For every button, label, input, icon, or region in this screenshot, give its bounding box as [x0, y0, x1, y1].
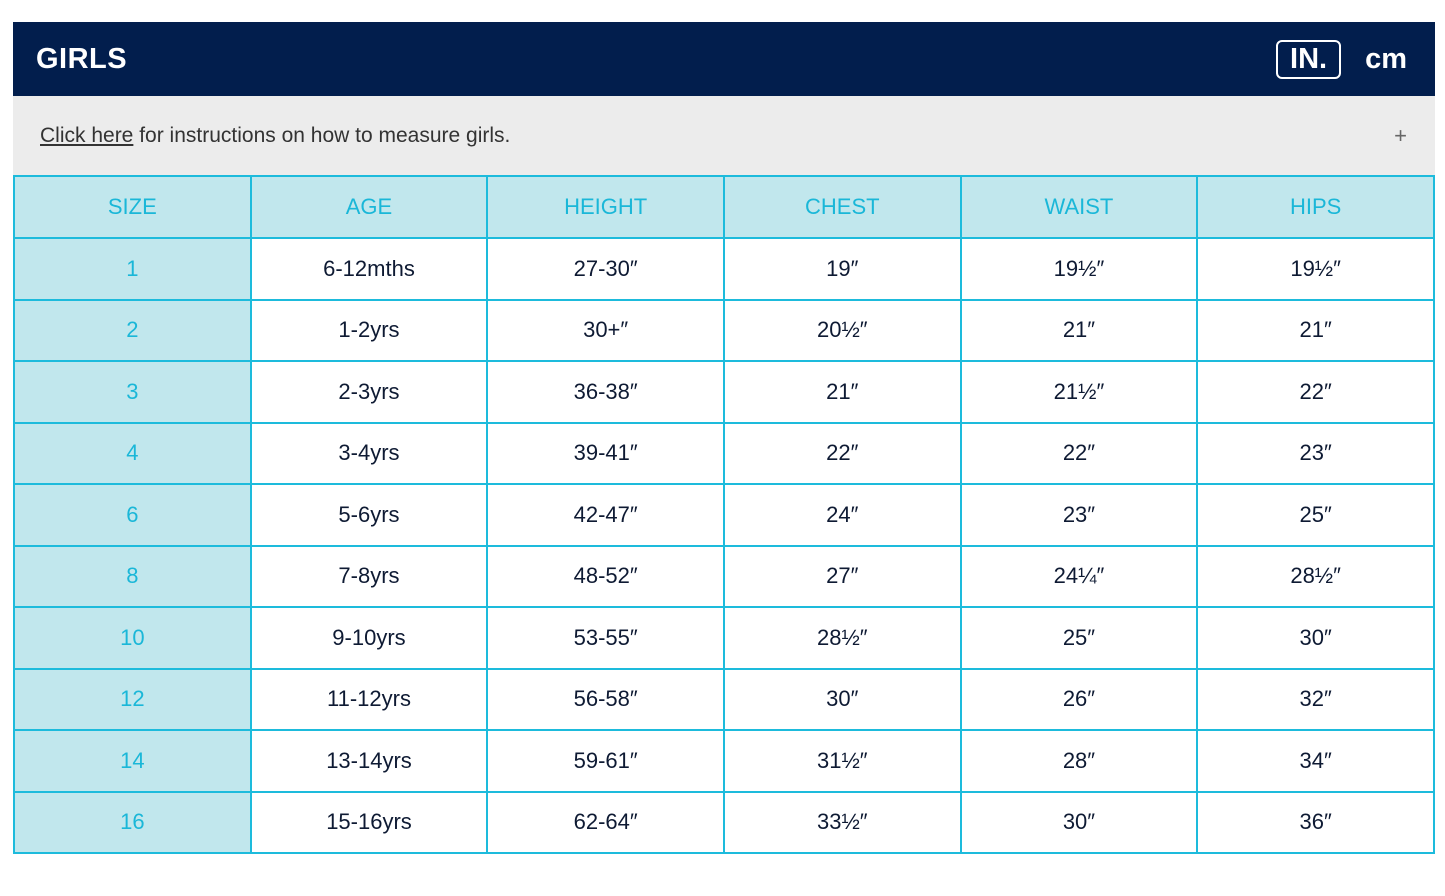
cell-size: 4 — [13, 421, 252, 485]
cell-hips: 21″ — [1196, 298, 1435, 362]
cell-height: 42-47″ — [486, 483, 725, 547]
cell-size: 8 — [13, 544, 252, 608]
table-row: 10 9-10yrs 53-55″ 28½″ 25″ 30″ — [13, 606, 1435, 670]
cell-age: 15-16yrs — [249, 790, 489, 854]
table-row: 3 2-3yrs 36-38″ 21″ 21½″ 22″ — [13, 360, 1435, 424]
cell-waist: 30″ — [959, 790, 1199, 854]
cell-hips: 23″ — [1196, 421, 1435, 485]
cell-height: 53-55″ — [486, 606, 725, 670]
cell-chest: 28½″ — [722, 606, 962, 670]
cell-chest: 22″ — [722, 421, 962, 485]
cell-size: 1 — [13, 237, 252, 301]
cell-size: 3 — [13, 360, 252, 424]
cell-hips: 32″ — [1196, 667, 1435, 731]
instructions-text: Click here for instructions on how to me… — [40, 124, 510, 148]
table-row: 4 3-4yrs 39-41″ 22″ 22″ 23″ — [13, 421, 1435, 485]
column-header-size: SIZE — [13, 175, 252, 239]
unit-toggle: IN. cm — [1276, 39, 1407, 79]
cell-chest: 20½″ — [722, 298, 962, 362]
cell-chest: 21″ — [722, 360, 962, 424]
column-header-age: AGE — [249, 175, 489, 239]
table-header-row: SIZE AGE HEIGHT CHEST WAIST HIPS — [13, 175, 1435, 239]
cell-waist: 21½″ — [959, 360, 1199, 424]
cell-size: 10 — [13, 606, 252, 670]
cell-chest: 31½″ — [722, 729, 962, 793]
table-row: 2 1-2yrs 30+″ 20½″ 21″ 21″ — [13, 298, 1435, 362]
cell-height: 48-52″ — [486, 544, 725, 608]
cell-size: 2 — [13, 298, 252, 362]
cell-height: 62-64″ — [486, 790, 725, 854]
cell-hips: 30″ — [1196, 606, 1435, 670]
cell-age: 6-12mths — [249, 237, 489, 301]
table-row: 14 13-14yrs 59-61″ 31½″ 28″ 34″ — [13, 729, 1435, 793]
size-table: SIZE AGE HEIGHT CHEST WAIST HIPS 1 6-12mths 27-… — [13, 175, 1435, 854]
click-here-link[interactable]: Click here — [40, 123, 134, 147]
cell-age: 3-4yrs — [249, 421, 489, 485]
cell-age: 1-2yrs — [249, 298, 489, 362]
cell-size: 12 — [13, 667, 252, 731]
cell-age: 9-10yrs — [249, 606, 489, 670]
cell-chest: 19″ — [722, 237, 962, 301]
cell-age: 13-14yrs — [249, 729, 489, 793]
column-header-waist: WAIST — [959, 175, 1199, 239]
cell-hips: 22″ — [1196, 360, 1435, 424]
cell-height: 27-30″ — [486, 237, 725, 301]
cell-height: 39-41″ — [486, 421, 725, 485]
table-row: 16 15-16yrs 62-64″ 33½″ 30″ 36″ — [13, 790, 1435, 854]
column-header-hips: HIPS — [1196, 175, 1435, 239]
table-row: 12 11-12yrs 56-58″ 30″ 26″ 32″ — [13, 667, 1435, 731]
plus-icon[interactable]: + — [1394, 122, 1407, 148]
size-chart-panel: GIRLS IN. cm Click here for instructions… — [13, 22, 1435, 854]
instructions-suffix: for instructions on how to measure girls… — [133, 123, 511, 147]
cell-waist: 24¼″ — [959, 544, 1199, 608]
cell-chest: 30″ — [722, 667, 962, 731]
unit-cm-button[interactable]: cm — [1365, 42, 1407, 75]
cell-waist: 21″ — [959, 298, 1199, 362]
chart-header: GIRLS IN. cm — [13, 22, 1435, 96]
cell-age: 7-8yrs — [249, 544, 489, 608]
cell-age: 2-3yrs — [249, 360, 489, 424]
column-header-chest: CHEST — [722, 175, 962, 239]
table-row: 1 6-12mths 27-30″ 19″ 19½″ 19½″ — [13, 237, 1435, 301]
cell-waist: 25″ — [959, 606, 1199, 670]
cell-chest: 33½″ — [722, 790, 962, 854]
cell-hips: 34″ — [1196, 729, 1435, 793]
cell-hips: 19½″ — [1196, 237, 1435, 301]
cell-hips: 28½″ — [1196, 544, 1435, 608]
cell-size: 14 — [13, 729, 252, 793]
cell-height: 30+″ — [486, 298, 725, 362]
table-row: 6 5-6yrs 42-47″ 24″ 23″ 25″ — [13, 483, 1435, 547]
cell-hips: 25″ — [1196, 483, 1435, 547]
cell-size: 16 — [13, 790, 252, 854]
cell-chest: 24″ — [722, 483, 962, 547]
cell-size: 6 — [13, 483, 252, 547]
cell-waist: 23″ — [959, 483, 1199, 547]
table-row: 8 7-8yrs 48-52″ 27″ 24¼″ 28½″ — [13, 544, 1435, 608]
cell-waist: 28″ — [959, 729, 1199, 793]
cell-height: 36-38″ — [486, 360, 725, 424]
cell-chest: 27″ — [722, 544, 962, 608]
cell-waist: 26″ — [959, 667, 1199, 731]
unit-inches-button[interactable]: IN. — [1276, 39, 1342, 79]
cell-height: 59-61″ — [486, 729, 725, 793]
cell-age: 5-6yrs — [249, 483, 489, 547]
cell-height: 56-58″ — [486, 667, 725, 731]
cell-age: 11-12yrs — [249, 667, 489, 731]
measure-instructions-bar[interactable]: Click here for instructions on how to me… — [13, 96, 1435, 175]
column-header-height: HEIGHT — [486, 175, 725, 239]
cell-waist: 22″ — [959, 421, 1199, 485]
cell-waist: 19½″ — [959, 237, 1199, 301]
chart-title: GIRLS — [36, 42, 128, 75]
cell-hips: 36″ — [1196, 790, 1435, 854]
